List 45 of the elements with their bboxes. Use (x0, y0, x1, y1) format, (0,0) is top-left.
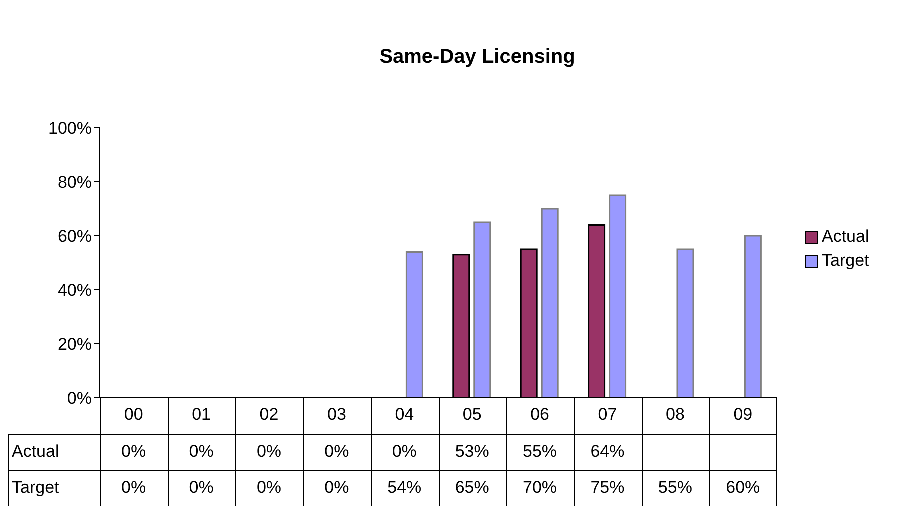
x-tick-label: 09 (734, 405, 753, 424)
data-label: 64% (590, 442, 626, 462)
x-tick-label: 00 (124, 405, 144, 424)
data-label: 0% (120, 478, 148, 498)
legend-label: Actual (822, 226, 870, 248)
data-label: 0% (391, 442, 418, 462)
bar (541, 208, 559, 398)
bar (474, 222, 492, 398)
legend-label: Target (822, 250, 870, 272)
data-label: 0% (256, 478, 283, 498)
bar (406, 251, 424, 398)
x-tick-label: 03 (327, 405, 346, 424)
y-tick-label: 40% (58, 281, 92, 300)
data-label: 65% (454, 478, 490, 498)
data-label: 55% (657, 478, 694, 498)
text: Target (12, 478, 60, 497)
x-tick-label: 02 (260, 405, 279, 424)
chart-title: Same-Day Licensing (378, 46, 576, 69)
x-tick-label: 04 (395, 405, 414, 424)
data-label: 0% (324, 442, 350, 462)
bar (609, 194, 627, 398)
y-tick-label: 100% (48, 119, 92, 138)
data-label: 60% (725, 478, 762, 498)
data-label: 75% (590, 478, 626, 498)
y-tick-label: 60% (58, 227, 92, 246)
x-tick-label: 05 (462, 405, 482, 424)
data-label: 0% (188, 442, 215, 462)
x-tick-label: 01 (192, 405, 212, 424)
data-label: 53% (454, 442, 490, 462)
data-label: 0% (324, 478, 350, 498)
data-label: 0% (120, 442, 148, 462)
bar (676, 248, 694, 398)
y-tick-label: 80% (58, 173, 92, 192)
data-label: 55% (522, 442, 558, 462)
data-label: 54% (386, 478, 423, 498)
text: Actual (12, 442, 60, 461)
y-tick-label: 0% (67, 389, 92, 408)
x-tick-label: 06 (530, 405, 550, 424)
y-tick-label: 20% (58, 335, 92, 354)
x-tick-label: 07 (598, 405, 618, 424)
data-label: 70% (522, 478, 558, 498)
data-label: 0% (188, 478, 215, 498)
data-label: 0% (256, 442, 283, 462)
x-tick-label: 08 (666, 405, 685, 424)
bar (744, 235, 762, 398)
